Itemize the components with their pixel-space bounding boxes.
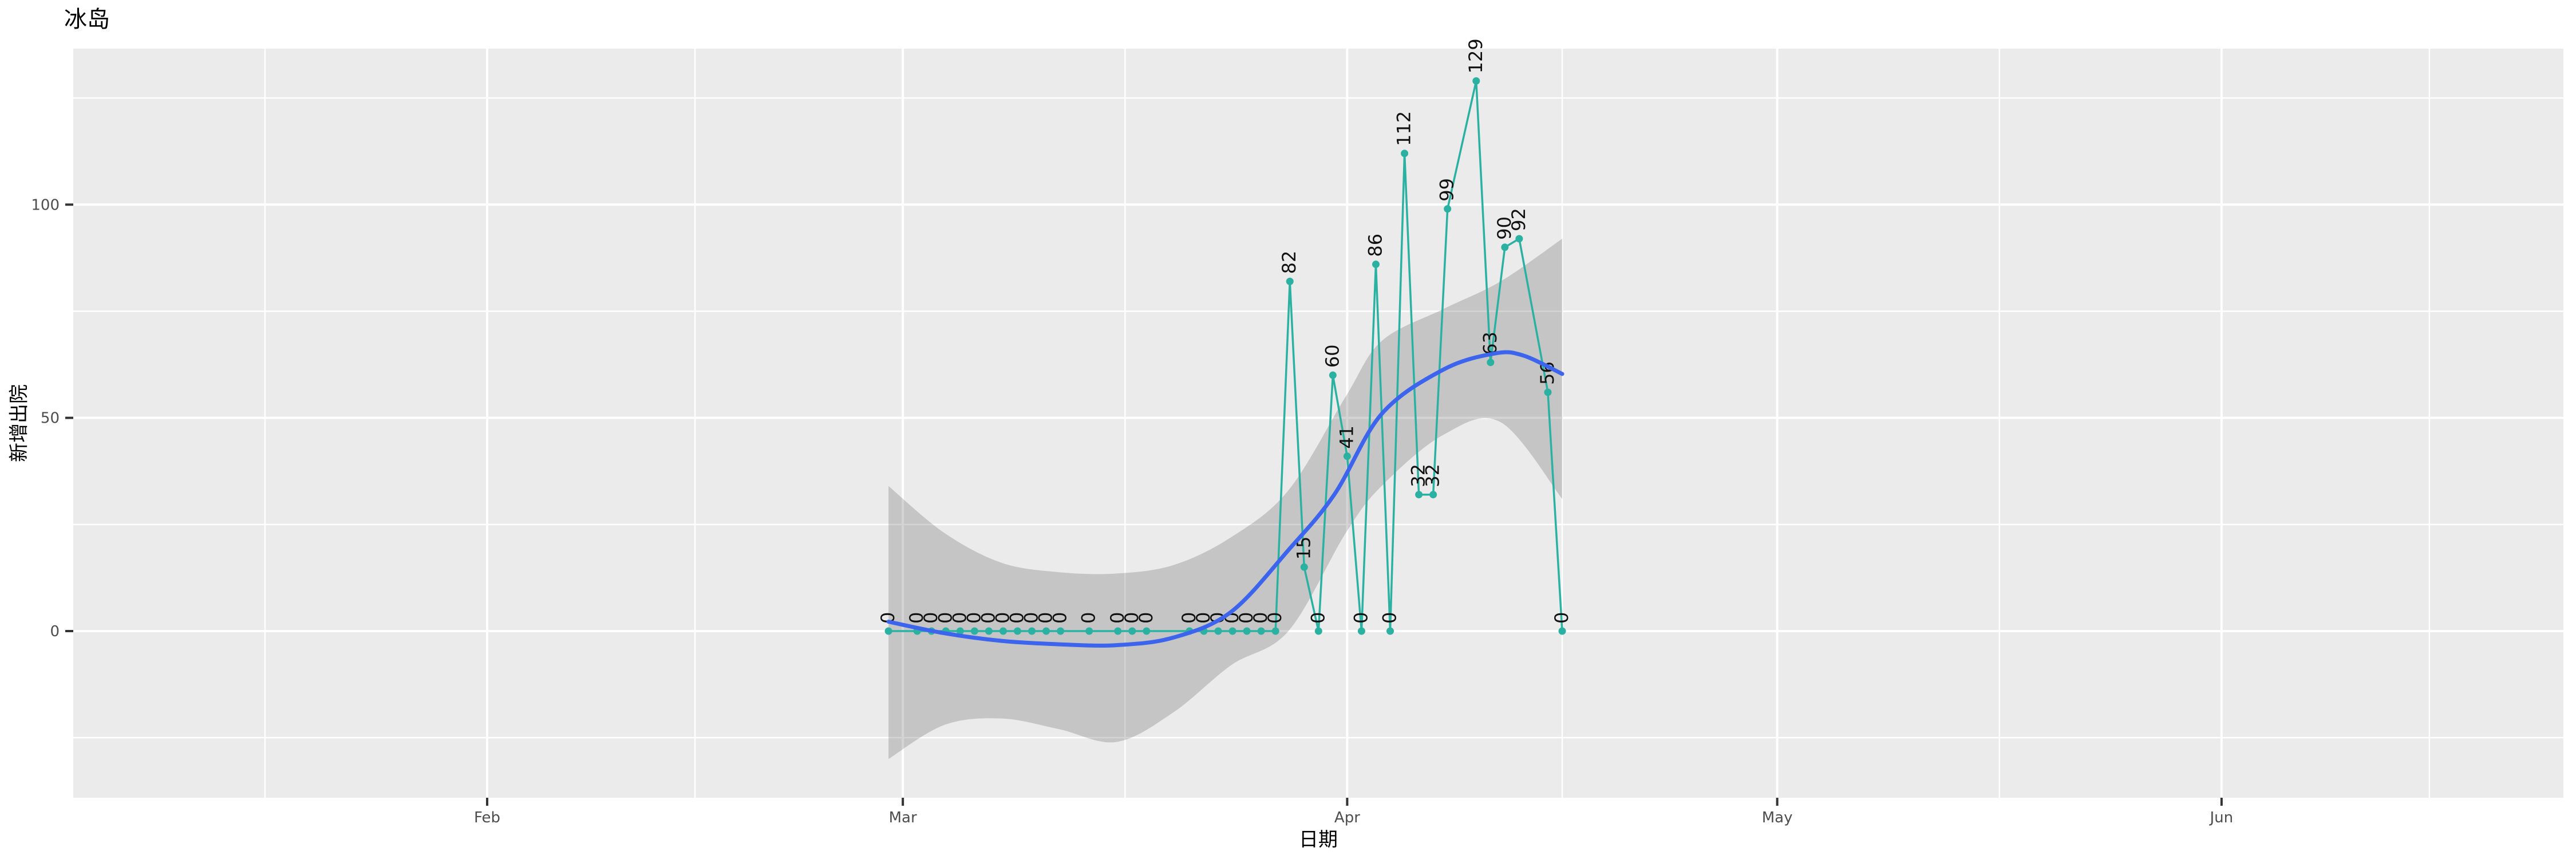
point-label: 112 xyxy=(1393,111,1415,146)
data-point xyxy=(1472,77,1480,85)
data-point xyxy=(1487,358,1495,367)
point-label: 0 xyxy=(963,612,985,624)
data-point xyxy=(1357,627,1365,635)
data-point xyxy=(1013,627,1021,635)
y-tick-label: 100 xyxy=(31,196,60,214)
point-label: 0 xyxy=(1307,612,1329,624)
x-axis-title: 日期 xyxy=(1299,828,1338,852)
confidence-ribbon xyxy=(888,238,1562,759)
x-tick-label: Apr xyxy=(1334,809,1360,826)
point-label: 0 xyxy=(1121,612,1143,624)
point-label: 0 xyxy=(1250,612,1271,624)
point-label: 0 xyxy=(1135,612,1157,624)
point-label: 0 xyxy=(1551,612,1573,624)
data-point xyxy=(1444,205,1452,213)
data-point xyxy=(1028,627,1036,635)
data-point xyxy=(1228,627,1236,635)
data-point xyxy=(1415,491,1423,499)
point-label: 0 xyxy=(920,612,942,624)
data-point xyxy=(1429,491,1437,499)
point-label: 0 xyxy=(1078,612,1100,624)
point-label: 0 xyxy=(1235,612,1257,624)
point-label: 41 xyxy=(1336,425,1357,449)
point-label: 0 xyxy=(949,612,970,624)
point-label: 0 xyxy=(934,612,956,624)
data-point xyxy=(1143,627,1151,635)
point-label: 32 xyxy=(1408,464,1429,487)
point-label: 0 xyxy=(1107,612,1128,624)
data-point xyxy=(1329,371,1337,379)
data-point xyxy=(1114,627,1122,635)
data-point xyxy=(1057,627,1065,635)
point-label: 0 xyxy=(1178,612,1200,624)
data-point xyxy=(1401,149,1409,157)
point-label: 0 xyxy=(1192,612,1214,624)
data-point xyxy=(1214,627,1222,635)
data-point xyxy=(1386,627,1394,635)
data-point xyxy=(1544,388,1552,396)
x-tick-label: Jun xyxy=(2209,809,2234,826)
y-axis-title: 新增出院 xyxy=(7,384,31,462)
point-label: 90 xyxy=(1494,216,1515,240)
data-point xyxy=(1501,243,1509,251)
data-point xyxy=(1243,627,1251,635)
point-label: 0 xyxy=(1264,612,1286,624)
point-label: 0 xyxy=(991,612,1013,624)
point-label: 0 xyxy=(1035,612,1057,624)
data-point xyxy=(1300,563,1308,571)
data-point xyxy=(1558,627,1566,635)
y-tick-label: 0 xyxy=(50,623,60,640)
point-label: 99 xyxy=(1436,178,1458,202)
data-point xyxy=(1042,627,1050,635)
point-label: 0 xyxy=(1021,612,1042,624)
data-point xyxy=(1085,627,1093,635)
data-point xyxy=(1271,627,1279,635)
point-label: 0 xyxy=(906,612,927,624)
chart-title: 冰岛 xyxy=(64,6,110,33)
data-point xyxy=(1314,627,1322,635)
y-tick-label: 50 xyxy=(41,410,60,427)
data-point xyxy=(985,627,993,635)
point-label: 0 xyxy=(1350,612,1372,624)
point-label: 60 xyxy=(1321,344,1343,368)
data-point xyxy=(1257,627,1265,635)
point-label: 129 xyxy=(1465,38,1487,73)
plot-panel xyxy=(73,49,2563,798)
data-point xyxy=(1343,452,1351,460)
x-tick-label: Mar xyxy=(889,809,917,826)
data-point xyxy=(956,627,964,635)
point-label: 82 xyxy=(1278,251,1300,274)
point-label: 0 xyxy=(1207,612,1228,624)
data-point xyxy=(1515,235,1523,243)
x-tick-label: Feb xyxy=(474,809,500,826)
point-label: 86 xyxy=(1364,234,1386,257)
data-point xyxy=(884,627,892,635)
point-label: 0 xyxy=(1006,612,1028,624)
data-point xyxy=(970,627,978,635)
point-label: 0 xyxy=(1049,612,1071,624)
data-point xyxy=(999,627,1007,635)
data-point xyxy=(1286,277,1294,285)
point-label: 0 xyxy=(1379,612,1401,624)
point-label: 0 xyxy=(977,612,999,624)
smooth-line xyxy=(886,350,1564,648)
x-tick-label: May xyxy=(1762,809,1793,826)
point-label: 92 xyxy=(1508,208,1530,231)
point-label: 32 xyxy=(1422,464,1444,487)
data-point xyxy=(1372,261,1380,269)
data-point xyxy=(1128,627,1136,635)
